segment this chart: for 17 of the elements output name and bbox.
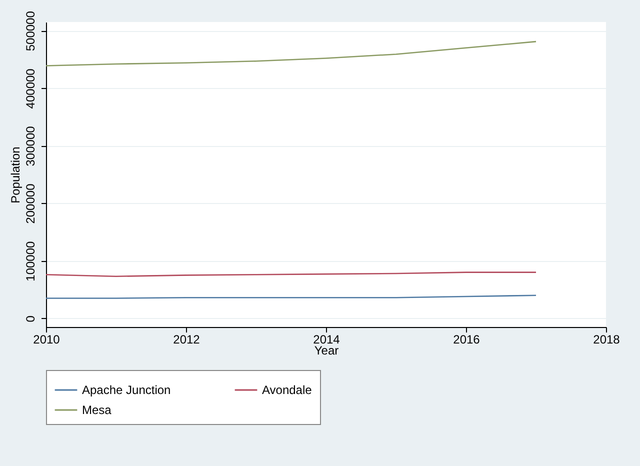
x-tick-label: 2016	[453, 332, 480, 346]
x-tick-label: 2012	[173, 332, 200, 346]
y-tick-label: 200000	[24, 183, 38, 224]
legend-label: Avondale	[262, 383, 312, 397]
legend-label: Apache Junction	[82, 383, 171, 397]
x-tick-label: 2010	[33, 332, 60, 346]
y-tick-label: 0	[24, 315, 38, 322]
line-series	[45, 40, 537, 66]
y-tick-label: 300000	[24, 126, 38, 166]
y-tick-label: 400000	[24, 68, 38, 109]
x-tick-label: 2018	[593, 332, 620, 346]
x-axis-title: Year	[314, 344, 339, 358]
y-tick-label: 100000	[24, 240, 38, 282]
x-tick-label: 2014	[313, 332, 340, 346]
legend-label: Mesa	[82, 403, 112, 417]
y-axis-title: Population	[8, 146, 22, 204]
y-tick-label: 500000	[24, 10, 38, 52]
